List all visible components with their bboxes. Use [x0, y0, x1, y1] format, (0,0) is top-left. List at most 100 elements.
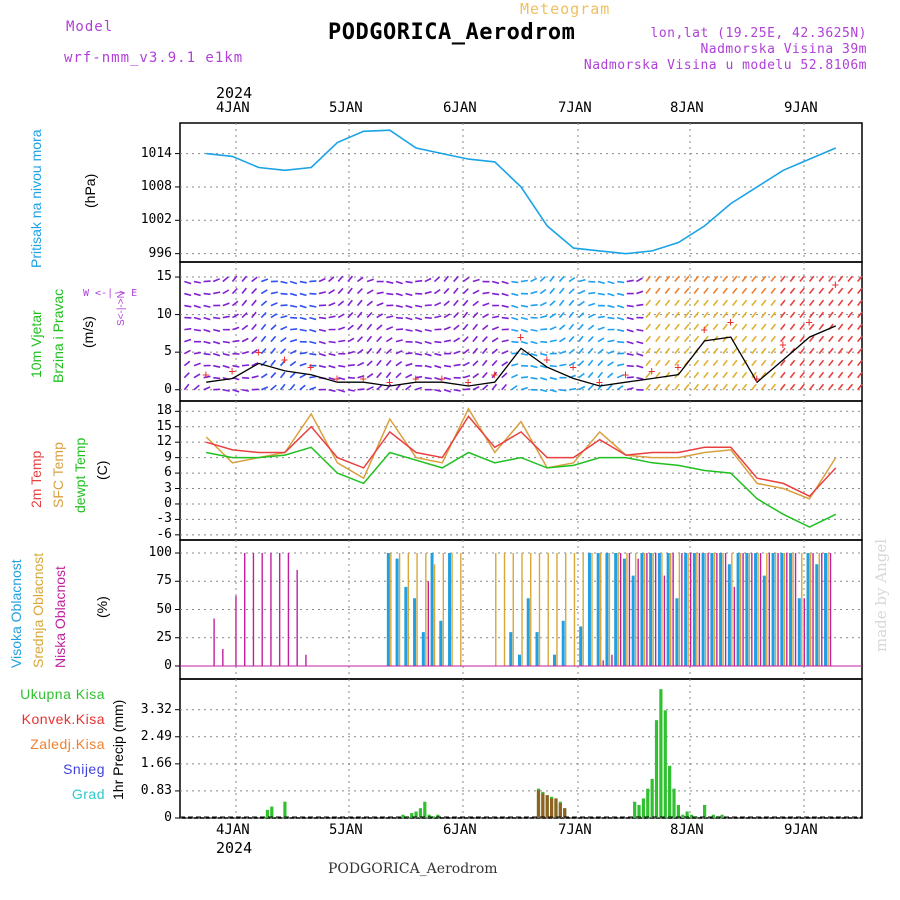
day-label-top: 4JAN — [216, 100, 250, 116]
wind-arrow — [414, 316, 423, 321]
pressure-line — [206, 129, 837, 255]
wind-arrow — [212, 340, 221, 345]
wind-arrow — [847, 299, 854, 307]
wind-arrow — [683, 299, 690, 307]
wind-arrow — [462, 288, 469, 295]
wind-arrow — [453, 311, 460, 319]
wind-arrow — [540, 315, 548, 319]
total-precip-bar — [270, 806, 274, 818]
wind-arrow — [385, 348, 393, 355]
wind-arrow — [203, 340, 211, 345]
wind-arrow — [501, 304, 509, 308]
wind-arrow — [616, 363, 625, 367]
total-precip-bar — [676, 804, 680, 818]
wind-arrow — [405, 304, 413, 309]
conv-precip-bar — [541, 793, 545, 818]
wind-arrow — [712, 347, 719, 355]
wind-arrow — [587, 347, 594, 355]
wind-arrow — [751, 359, 757, 367]
wind-arrow — [549, 287, 556, 295]
wind-arrow — [222, 388, 230, 392]
wind-arrow — [511, 316, 519, 321]
total-precip-bar — [436, 814, 440, 818]
wind-arrow — [597, 280, 605, 285]
wind-arrow — [434, 301, 442, 307]
wind-arrow — [184, 280, 192, 285]
wind-arrow — [530, 364, 538, 369]
wind-arrow — [386, 280, 394, 284]
wind-arrow — [424, 277, 432, 283]
wind-arrow — [780, 287, 786, 295]
wind-arrow — [337, 287, 344, 295]
total-precip-bar — [401, 814, 405, 818]
wind-arrow — [511, 280, 519, 284]
wind-arrow — [453, 350, 461, 355]
wind-arrow — [270, 347, 276, 355]
wind-arrow — [414, 340, 423, 345]
wind-arrow — [626, 340, 634, 345]
wind-arrow — [731, 275, 738, 283]
day-label-bottom: 4JAN — [216, 822, 250, 838]
wind-arrow — [309, 340, 317, 345]
wind-arrow — [424, 352, 432, 357]
wind-arrow — [558, 275, 565, 283]
wind-arrow — [299, 351, 307, 355]
wind-arrow — [222, 289, 230, 295]
wind-arrow — [780, 299, 786, 307]
wind-arrow — [453, 363, 461, 367]
wind-arrow — [558, 311, 565, 319]
wind-arrow — [415, 352, 423, 356]
conv-precip-bar — [563, 808, 567, 818]
wind-arrow — [558, 287, 565, 295]
pressure-tick-label: 1008 — [140, 178, 172, 194]
wind-arrow — [857, 287, 863, 295]
total-precip-bar — [659, 689, 663, 818]
wind-arrow — [857, 311, 863, 319]
wind-arrow — [193, 280, 201, 284]
precip-tick-label: 1.66 — [140, 755, 172, 771]
wind-arrow — [770, 287, 777, 295]
wind-arrow — [703, 323, 709, 331]
wind-arrow — [636, 303, 644, 307]
wind-arrow — [260, 373, 268, 379]
wind-arrow — [241, 324, 249, 331]
wind-arrow — [356, 299, 363, 307]
wind-arrow — [847, 323, 854, 331]
wind-arrow — [356, 311, 363, 319]
wind-arrow — [703, 299, 709, 307]
wind-arrow — [405, 280, 413, 284]
wind-gust-marker: + — [360, 371, 367, 385]
wind-arrow — [357, 361, 365, 367]
wind-arrow — [309, 292, 317, 295]
wind-arrow — [645, 275, 652, 283]
wind-arrow — [539, 288, 547, 295]
wind-arrow — [443, 326, 451, 331]
wind-arrow — [241, 337, 249, 343]
wind-arrow — [857, 359, 863, 367]
wind-arrow — [674, 323, 680, 331]
wind-arrow — [357, 375, 365, 379]
wind-arrow — [760, 287, 767, 295]
wind-arrow — [626, 279, 634, 283]
wind-arrow — [347, 350, 355, 355]
wind-arrow — [366, 311, 373, 319]
total-precip-bar — [668, 765, 672, 818]
wind-arrow — [347, 364, 355, 367]
wind-arrow — [356, 288, 363, 295]
wind-arrow — [857, 383, 863, 391]
wind-arrow — [636, 376, 644, 380]
wind-arrow — [664, 335, 671, 343]
wind-arrow — [232, 364, 240, 368]
wind-arrow — [241, 275, 248, 283]
wind-arrow — [606, 383, 613, 391]
wind-arrow — [337, 313, 345, 319]
wind-gust-marker: + — [596, 375, 603, 389]
wind-arrow — [722, 359, 728, 367]
year-bottom: 2024 — [216, 839, 253, 857]
temp-tick-label: 12 — [156, 434, 172, 450]
wind-arrow — [347, 388, 355, 392]
wind-arrow — [780, 335, 786, 343]
total-precip-bar — [720, 814, 724, 818]
wind-arrow — [597, 371, 604, 379]
wind-arrow — [472, 323, 479, 331]
